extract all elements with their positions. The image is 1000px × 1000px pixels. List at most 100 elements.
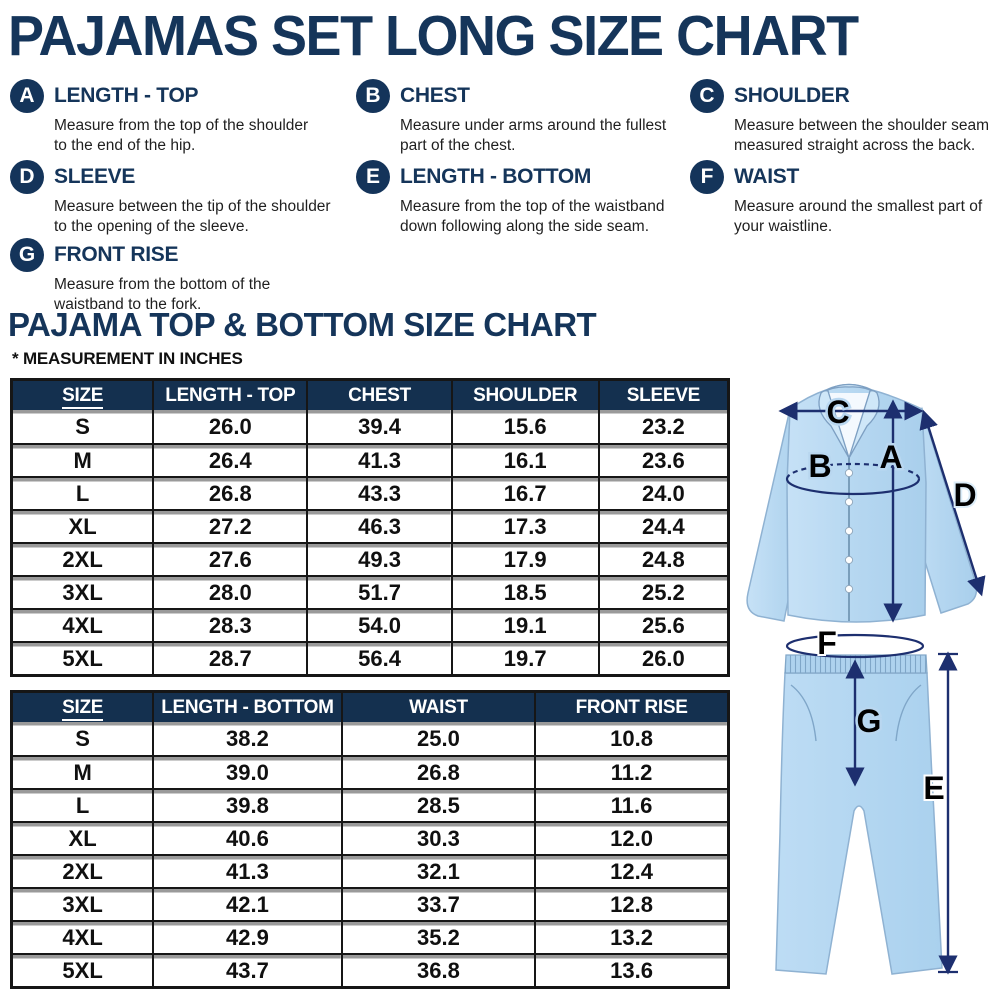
definition-shoulder: C SHOULDER Measure between the shoulder … xyxy=(690,79,1000,156)
definition-description: Measure from the bottom of the waistband… xyxy=(54,275,330,315)
definition-length-bottom: E LENGTH - BOTTOM Measure from the top o… xyxy=(356,160,676,237)
measurement-arrows xyxy=(778,399,986,975)
measurement-labels: C A B D F G E xyxy=(806,392,979,809)
table-row: XL 27.2 46.3 17.3 24.4 xyxy=(13,509,727,542)
shirt-buttons xyxy=(844,468,854,594)
definition-desc-line: measured straight across the back. xyxy=(734,137,976,154)
column-header: SIZE xyxy=(13,381,153,410)
sleeve-measure-arrow xyxy=(919,409,986,597)
definition-description: Measure from the top of the shoulder to … xyxy=(54,116,330,156)
table-row: 4XL 28.3 54.0 19.1 25.6 xyxy=(13,608,727,641)
definition-sleeve: D SLEEVE Measure between the tip of the … xyxy=(10,160,331,237)
table-cell: 24.0 xyxy=(597,476,727,509)
table-cell: 24.8 xyxy=(597,542,727,575)
table-cell: 12.4 xyxy=(534,854,727,887)
definition-desc-line: to the opening of the sleeve. xyxy=(54,218,249,235)
definition-desc-line: Measure between the shoulder seam xyxy=(734,117,990,134)
table-cell: 26.4 xyxy=(152,443,307,476)
measure-label-c: C xyxy=(826,394,849,430)
table-row: 3XL 42.1 33.7 12.8 xyxy=(13,887,727,920)
table-cell: 16.7 xyxy=(450,476,598,509)
column-header: SIZE xyxy=(13,693,153,722)
definition-desc-line: Measure from the bottom of the xyxy=(54,276,271,293)
table-cell: XL xyxy=(13,509,153,542)
table-cell: 26.0 xyxy=(152,410,307,443)
table-cell: 23.6 xyxy=(597,443,727,476)
table-cell: 27.2 xyxy=(152,509,307,542)
table-cell: 18.5 xyxy=(450,575,598,608)
definition-title: SHOULDER xyxy=(734,84,850,107)
pajama-top-size-table: SIZE LENGTH - TOP CHEST SHOULDER SLEEVE S 26.… xyxy=(10,378,730,677)
definition-title: SLEEVE xyxy=(54,165,136,188)
table-cell: 43.3 xyxy=(306,476,451,509)
letter-badge-f: F xyxy=(690,160,724,194)
table-cell: 11.2 xyxy=(534,755,727,788)
left-pocket xyxy=(790,684,817,742)
definition-description: Measure from the top of the waistband do… xyxy=(400,197,676,237)
table-cell: 19.7 xyxy=(450,641,598,674)
measure-label-e: E xyxy=(923,770,944,806)
column-header: LENGTH - TOP xyxy=(152,381,307,410)
measurement-unit-note: * MEASUREMENT IN INCHES xyxy=(12,349,243,368)
definition-desc-line: Measure under arms around the fullest xyxy=(400,117,667,134)
table-cell: 17.3 xyxy=(450,509,598,542)
definition-desc-line: waistband to the fork. xyxy=(54,296,202,313)
table-cell: 4XL xyxy=(13,920,153,953)
definition-chest: B CHEST Measure under arms around the fu… xyxy=(356,79,676,156)
definition-description: Measure around the smallest part of your… xyxy=(734,197,1000,237)
chest-measure-ellipse-front xyxy=(785,478,921,496)
page-title: PAJAMAS SET LONG SIZE CHART xyxy=(8,5,859,68)
definition-front-rise: G FRONT RISE Measure from the bottom of … xyxy=(10,238,330,315)
table-cell: M xyxy=(13,443,153,476)
column-header: CHEST xyxy=(306,381,451,410)
table-row: 5XL 28.7 56.4 19.7 26.0 xyxy=(13,641,727,674)
column-header: SLEEVE xyxy=(597,381,727,410)
table-cell: 25.2 xyxy=(597,575,727,608)
measure-label-g: G xyxy=(857,703,882,739)
definition-description: Measure between the tip of the shoulder … xyxy=(54,197,331,237)
table-cell: 25.0 xyxy=(340,722,535,755)
table-row: 3XL 28.0 51.7 18.5 25.2 xyxy=(13,575,727,608)
table-cell: 3XL xyxy=(13,887,153,920)
definition-length-top: A LENGTH - TOP Measure from the top of t… xyxy=(10,79,330,156)
bottom-size-table-container: SIZE LENGTH - BOTTOM WAIST FRONT RISE S 38.2… xyxy=(10,690,730,989)
letter-badge-a: A xyxy=(10,79,44,113)
table-cell: M xyxy=(13,755,153,788)
table-cell: 51.7 xyxy=(306,575,451,608)
measure-label-b: B xyxy=(808,448,831,484)
table-row: S 38.2 25.0 10.8 xyxy=(13,722,727,755)
table-cell: L xyxy=(13,788,153,821)
table-cell: 10.8 xyxy=(534,722,727,755)
definition-title: LENGTH - BOTTOM xyxy=(400,165,592,188)
table-cell: 38.2 xyxy=(152,722,341,755)
pajama-bottom-size-table: SIZE LENGTH - BOTTOM WAIST FRONT RISE S 38.2… xyxy=(10,690,730,989)
table-cell: 13.2 xyxy=(534,920,727,953)
definition-desc-line: your waistline. xyxy=(734,218,833,235)
table-cell: 26.0 xyxy=(597,641,727,674)
table-cell: 33.7 xyxy=(340,887,535,920)
chest-measure-ellipse-back xyxy=(785,462,921,480)
definition-title: WAIST xyxy=(734,165,799,188)
top-size-table-container: SIZE LENGTH - TOP CHEST SHOULDER SLEEVE S 26.… xyxy=(10,378,730,677)
section-heading: PAJAMA TOP & BOTTOM SIZE CHART xyxy=(8,306,597,343)
measure-label-f: F xyxy=(817,625,837,661)
table-cell: 2XL xyxy=(13,542,153,575)
table-cell: 27.6 xyxy=(152,542,307,575)
table-cell: 28.5 xyxy=(340,788,535,821)
definition-desc-line: Measure between the tip of the shoulder xyxy=(54,198,331,215)
table-cell: 56.4 xyxy=(306,641,451,674)
table-row: XL 40.6 30.3 12.0 xyxy=(13,821,727,854)
table-cell: 41.3 xyxy=(152,854,341,887)
table-cell: 4XL xyxy=(13,608,153,641)
table-cell: 11.6 xyxy=(534,788,727,821)
column-header: LENGTH - BOTTOM xyxy=(152,693,341,722)
right-pocket xyxy=(895,684,922,742)
table-header-row: SIZE LENGTH - TOP CHEST SHOULDER SLEEVE xyxy=(13,381,727,410)
column-header: WAIST xyxy=(340,693,535,722)
table-cell: 13.6 xyxy=(534,953,727,986)
definition-title: CHEST xyxy=(400,84,470,107)
table-cell: 17.9 xyxy=(450,542,598,575)
letter-badge-c: C xyxy=(690,79,724,113)
waist-measure-ellipse xyxy=(785,633,925,659)
table-row: M 39.0 26.8 11.2 xyxy=(13,755,727,788)
